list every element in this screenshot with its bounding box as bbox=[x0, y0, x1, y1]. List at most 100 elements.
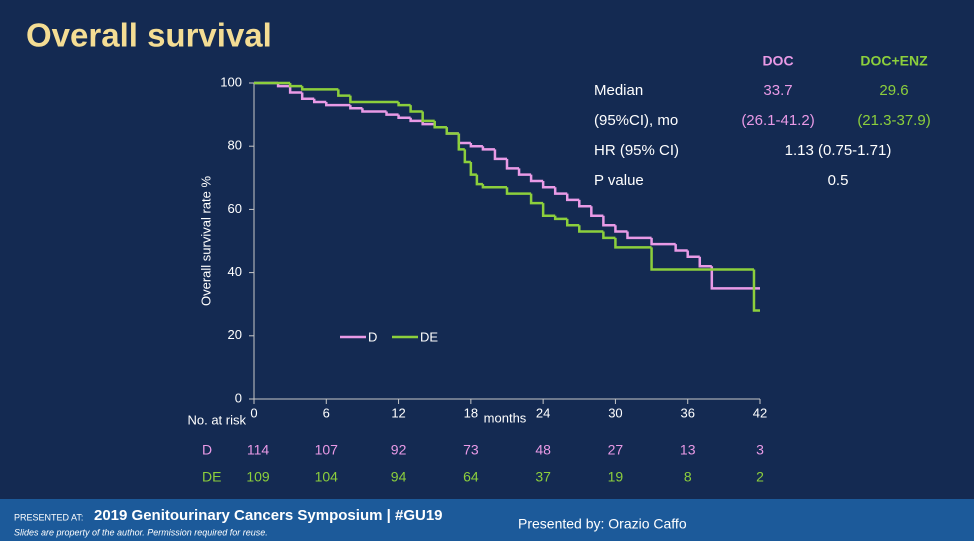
survival-step bbox=[529, 174, 544, 183]
survival-step bbox=[650, 237, 676, 246]
survival-step bbox=[469, 162, 477, 176]
stats-row-label: (95%CI), mo bbox=[594, 112, 678, 129]
risk-count: 37 bbox=[535, 469, 551, 485]
survival-step bbox=[349, 105, 363, 110]
meeting: 2019 Genitourinary Cancers Symposium | #… bbox=[94, 507, 443, 524]
risk-count: 92 bbox=[391, 442, 407, 458]
survival-step bbox=[457, 133, 465, 151]
stats-value: 29.6 bbox=[879, 82, 908, 99]
survival-step bbox=[578, 225, 604, 233]
survival-step bbox=[517, 168, 532, 176]
x-tick-label: 30 bbox=[608, 405, 622, 420]
stats-value: 33.7 bbox=[763, 82, 792, 99]
survival-step bbox=[565, 193, 580, 202]
stats-row-label: Median bbox=[594, 82, 643, 99]
risk-count: 3 bbox=[756, 442, 764, 458]
risk-count: 8 bbox=[684, 469, 692, 485]
y-axis-label: Overall survival rate % bbox=[198, 176, 213, 306]
survival-step bbox=[337, 89, 351, 97]
survival-step bbox=[553, 187, 568, 195]
risk-count: 27 bbox=[608, 442, 624, 458]
survival-step bbox=[325, 101, 351, 107]
stats-value: (21.3-37.9) bbox=[857, 112, 930, 129]
survival-step bbox=[650, 247, 754, 271]
presenter: Presented by: Orazio Caffo bbox=[518, 516, 687, 532]
y-tick-label: 0 bbox=[235, 390, 242, 405]
survival-step bbox=[349, 95, 399, 104]
legend-label: D bbox=[368, 329, 377, 344]
survival-step bbox=[505, 158, 520, 170]
x-tick-label: 42 bbox=[753, 405, 767, 420]
survival-step bbox=[469, 143, 483, 148]
survival-step bbox=[409, 105, 423, 113]
disclaimer: Slides are property of the author. Permi… bbox=[14, 527, 268, 537]
survival-step bbox=[553, 215, 568, 221]
stats-column-header: DOC+ENZ bbox=[860, 53, 928, 69]
y-tick-label: 60 bbox=[228, 201, 242, 216]
survival-step bbox=[602, 215, 616, 227]
y-tick-label: 40 bbox=[228, 264, 242, 279]
survival-step bbox=[288, 83, 303, 88]
survival-step bbox=[614, 237, 652, 249]
stats-row-label: HR (95% CI) bbox=[594, 142, 679, 159]
y-tick-label: 20 bbox=[228, 327, 242, 342]
survival-step bbox=[686, 250, 700, 259]
survival-step bbox=[433, 120, 447, 129]
risk-count: 13 bbox=[680, 442, 696, 458]
survival-step bbox=[505, 187, 532, 195]
survival-step bbox=[626, 231, 652, 240]
survival-step bbox=[614, 225, 628, 233]
survival-step bbox=[312, 98, 327, 104]
risk-row-name: D bbox=[202, 442, 212, 458]
risk-count: 109 bbox=[246, 469, 270, 485]
survival-step bbox=[698, 256, 712, 268]
risk-table-label: No. at risk bbox=[187, 412, 246, 427]
survival-step bbox=[361, 108, 387, 113]
survival-step bbox=[385, 111, 399, 116]
risk-count: 19 bbox=[608, 469, 624, 485]
survival-step bbox=[300, 86, 339, 91]
x-tick-label: 12 bbox=[391, 405, 405, 420]
x-tick-label: 0 bbox=[250, 405, 257, 420]
survival-step bbox=[565, 218, 580, 227]
risk-row-name: DE bbox=[202, 469, 221, 485]
stats-value: 1.13 (0.75-1.71) bbox=[785, 142, 892, 159]
risk-count: 104 bbox=[315, 469, 339, 485]
survival-step bbox=[300, 92, 315, 101]
survival-step bbox=[463, 149, 471, 164]
survival-step bbox=[674, 244, 688, 252]
x-tick-label: 6 bbox=[323, 405, 330, 420]
slide-title: Overall survival bbox=[26, 17, 272, 54]
stats-value: 0.5 bbox=[828, 172, 849, 189]
survival-step bbox=[710, 266, 760, 290]
survival-step bbox=[752, 269, 760, 312]
x-tick-label: 18 bbox=[464, 405, 478, 420]
survival-step bbox=[481, 146, 495, 151]
survival-step bbox=[409, 117, 423, 123]
survival-step bbox=[529, 193, 544, 205]
survival-step bbox=[421, 111, 435, 123]
stats-row-label: P value bbox=[594, 172, 644, 189]
survival-step bbox=[602, 231, 616, 240]
x-axis-label: months bbox=[484, 410, 527, 425]
survival-step bbox=[397, 101, 411, 107]
legend-label: DE bbox=[420, 329, 438, 344]
survival-step bbox=[481, 184, 507, 189]
survival-step bbox=[475, 174, 483, 186]
survival-step bbox=[493, 149, 507, 161]
stats-column-header: DOC bbox=[762, 53, 793, 69]
survival-step bbox=[397, 114, 411, 120]
x-tick-label: 36 bbox=[680, 405, 694, 420]
risk-count: 2 bbox=[756, 469, 764, 485]
y-tick-label: 80 bbox=[228, 138, 242, 153]
risk-count: 64 bbox=[463, 469, 479, 485]
survival-step bbox=[288, 86, 303, 94]
x-tick-label: 24 bbox=[536, 405, 550, 420]
stats-value: (26.1-41.2) bbox=[741, 112, 814, 129]
risk-count: 107 bbox=[315, 442, 339, 458]
risk-count: 114 bbox=[247, 442, 270, 458]
risk-count: 73 bbox=[463, 442, 479, 458]
survival-step bbox=[445, 127, 459, 135]
